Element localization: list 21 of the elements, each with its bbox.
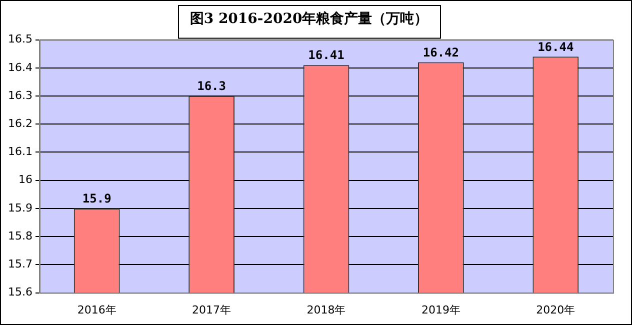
y-tick-label: 15.8 bbox=[8, 229, 32, 242]
x-tick-label: 2016年 bbox=[77, 303, 116, 316]
data-label: 16.41 bbox=[308, 48, 344, 62]
x-tick-label: 2019年 bbox=[421, 303, 460, 316]
y-tick-label: 16.1 bbox=[8, 145, 32, 158]
y-tick-label: 15.6 bbox=[8, 286, 32, 299]
y-tick-label: 16.2 bbox=[8, 116, 32, 130]
data-label: 16.44 bbox=[538, 40, 574, 54]
y-tick-label: 16 bbox=[18, 173, 32, 186]
y-tick-label: 16.3 bbox=[8, 88, 32, 102]
y-tick-label: 16.4 bbox=[8, 60, 32, 74]
x-tick-label: 2018年 bbox=[306, 303, 346, 316]
data-label: 16.42 bbox=[422, 45, 460, 60]
y-tick-label: 15.9 bbox=[8, 201, 32, 214]
y-tick-label: 16.5 bbox=[8, 32, 32, 46]
data-label: 15.9 bbox=[82, 192, 112, 206]
data-label: 16.3 bbox=[197, 79, 226, 94]
x-tick-label: 2020年 bbox=[536, 303, 576, 316]
y-tick-label: 15.7 bbox=[8, 258, 32, 271]
chart-title: 图3 2016-2020年粮食产量（万吨） bbox=[190, 10, 428, 28]
x-tick-label: 2017年 bbox=[192, 303, 232, 316]
